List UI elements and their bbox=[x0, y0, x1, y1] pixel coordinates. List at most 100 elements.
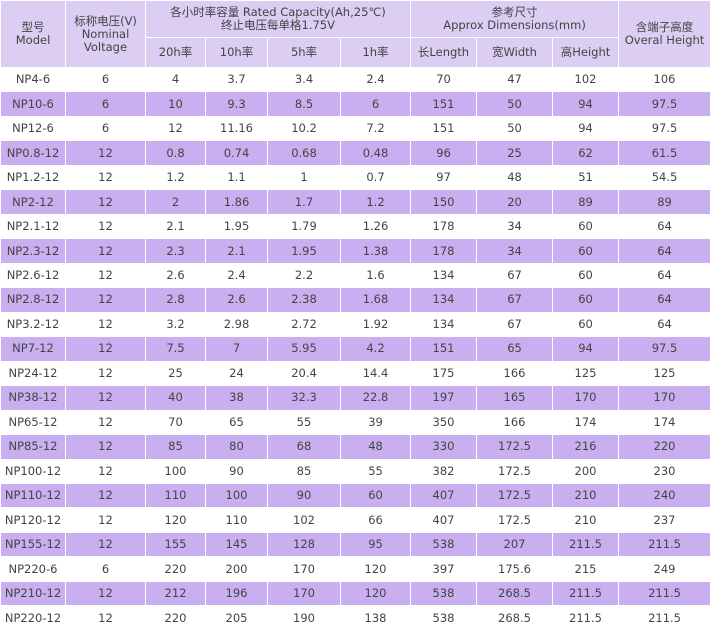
table-cell: 145 bbox=[205, 531, 268, 558]
table-cell: 24 bbox=[205, 360, 268, 387]
table-cell: 67 bbox=[476, 262, 554, 289]
table-cell: NP0.8-12 bbox=[0, 140, 66, 166]
table-cell: NP65-12 bbox=[0, 409, 66, 436]
table-cell: 2.6 bbox=[145, 262, 206, 289]
table-cell: 39 bbox=[339, 409, 412, 436]
table-cell: 200 bbox=[205, 556, 268, 582]
table-cell: 2.38 bbox=[267, 287, 341, 313]
table-row: NP2.8-12 12 2.8 2.6 2.38 1.68 134 67 60 64 bbox=[0, 287, 710, 313]
table-cell: 80 bbox=[205, 434, 268, 460]
table-cell: 97.5 bbox=[618, 91, 710, 117]
table-cell: 211.5 bbox=[552, 531, 620, 558]
table-cell: 397 bbox=[410, 556, 478, 582]
table-cell: 175 bbox=[410, 360, 478, 387]
table-cell: 350 bbox=[410, 409, 478, 436]
table-cell: 34 bbox=[476, 213, 554, 240]
table-cell: 7.2 bbox=[339, 115, 412, 142]
table-cell: 0.7 bbox=[339, 164, 412, 191]
table-cell: 330 bbox=[410, 434, 478, 460]
table-cell: 120 bbox=[339, 580, 412, 607]
table-cell: 170 bbox=[618, 385, 710, 411]
table-cell: 128 bbox=[267, 531, 341, 558]
table-cell: NP1.2-12 bbox=[0, 164, 66, 191]
table-row: NP10-6 6 10 9.3 8.5 6 151 50 94 97.5 bbox=[0, 91, 710, 117]
table-cell: 1.2 bbox=[339, 189, 412, 215]
table-cell: 12 bbox=[65, 140, 146, 166]
table-cell: 237 bbox=[618, 507, 710, 533]
table-cell: NP2.8-12 bbox=[0, 287, 66, 313]
table-cell: 151 bbox=[410, 336, 478, 362]
table-cell: 100 bbox=[145, 458, 206, 484]
table-cell: 2.4 bbox=[339, 66, 412, 93]
table-cell: 12 bbox=[65, 434, 146, 460]
table-cell: 205 bbox=[205, 605, 268, 631]
table-cell: 64 bbox=[618, 287, 710, 313]
table-body: NP4-6 6 4 3.7 3.4 2.4 70 47 102 106 NP10-6 6 10 9.3 8.… bbox=[0, 66, 710, 631]
table-cell: 70 bbox=[145, 409, 206, 436]
table-cell: 230 bbox=[618, 458, 710, 484]
header-line: Voltage bbox=[83, 39, 128, 54]
table-cell: 60 bbox=[552, 262, 620, 289]
table-row: NP12-6 6 12 11.16 10.2 7.2 151 50 94 97.5 bbox=[0, 115, 710, 142]
table-cell: 60 bbox=[552, 238, 620, 264]
table-cell: 196 bbox=[205, 580, 268, 607]
table-cell: NP12-6 bbox=[0, 115, 66, 142]
table-cell: 25 bbox=[145, 360, 206, 387]
table-cell: 64 bbox=[618, 311, 710, 338]
table-cell: 3.7 bbox=[205, 66, 268, 93]
table-row: NP220-12 12 220 205 190 138 538 268.5 211.5 211.5 bbox=[0, 605, 710, 631]
table-cell: 165 bbox=[476, 385, 554, 411]
table-cell: NP210-12 bbox=[0, 580, 66, 607]
table-cell: NP2-12 bbox=[0, 189, 66, 215]
table-row: NP210-12 12 212 196 170 120 538 268.5 211.5 211.5 bbox=[0, 580, 710, 607]
table-cell: 268.5 bbox=[476, 580, 554, 607]
table-cell: 207 bbox=[476, 531, 554, 558]
table-cell: 538 bbox=[410, 531, 478, 558]
table-cell: 120 bbox=[145, 507, 206, 533]
table-cell: 96 bbox=[410, 140, 478, 166]
table-cell: 211.5 bbox=[618, 531, 710, 558]
table-cell: NP220-6 bbox=[0, 556, 66, 582]
table-cell: 6 bbox=[65, 556, 146, 582]
table-cell: 1.1 bbox=[205, 164, 268, 191]
table-cell: 60 bbox=[552, 213, 620, 240]
header-cell: 20h率 bbox=[145, 37, 206, 68]
table-cell: 110 bbox=[205, 507, 268, 533]
table-cell: 12 bbox=[65, 580, 146, 607]
table-cell: 4 bbox=[145, 66, 206, 93]
table-cell: 174 bbox=[618, 409, 710, 436]
table-cell: 211.5 bbox=[552, 580, 620, 607]
table-cell: 12 bbox=[65, 262, 146, 289]
table-cell: 94 bbox=[552, 336, 620, 362]
header-line: 标称电压(V) bbox=[74, 13, 137, 28]
table-cell: 97.5 bbox=[618, 336, 710, 362]
table-cell: 7 bbox=[205, 336, 268, 362]
table-cell: 6 bbox=[339, 91, 412, 117]
table-cell: 9.3 bbox=[205, 91, 268, 117]
table-cell: 0.74 bbox=[205, 140, 268, 166]
table-cell: NP2.6-12 bbox=[0, 262, 66, 289]
table-cell: 2.1 bbox=[205, 238, 268, 264]
table-cell: 125 bbox=[618, 360, 710, 387]
table-cell: 538 bbox=[410, 580, 478, 607]
table-cell: 172.5 bbox=[476, 507, 554, 533]
table-cell: 220 bbox=[618, 434, 710, 460]
table-cell: 166 bbox=[476, 360, 554, 387]
table-cell: 12 bbox=[65, 213, 146, 240]
table-cell: NP120-12 bbox=[0, 507, 66, 533]
table-cell: 3.2 bbox=[145, 311, 206, 338]
table-cell: NP220-12 bbox=[0, 605, 66, 631]
table-cell: 89 bbox=[618, 189, 710, 215]
table-cell: 102 bbox=[267, 507, 341, 533]
table-cell: 51 bbox=[552, 164, 620, 191]
table-cell: 60 bbox=[552, 287, 620, 313]
table-cell: 12 bbox=[65, 409, 146, 436]
table-cell: 2.6 bbox=[205, 287, 268, 313]
table-cell: 67 bbox=[476, 311, 554, 338]
table-cell: 64 bbox=[618, 213, 710, 240]
table-cell: 210 bbox=[552, 482, 620, 509]
table-cell: 67 bbox=[476, 287, 554, 313]
table-cell: 150 bbox=[410, 189, 478, 215]
table-row: NP2.6-12 12 2.6 2.4 2.2 1.6 134 67 60 64 bbox=[0, 262, 710, 289]
